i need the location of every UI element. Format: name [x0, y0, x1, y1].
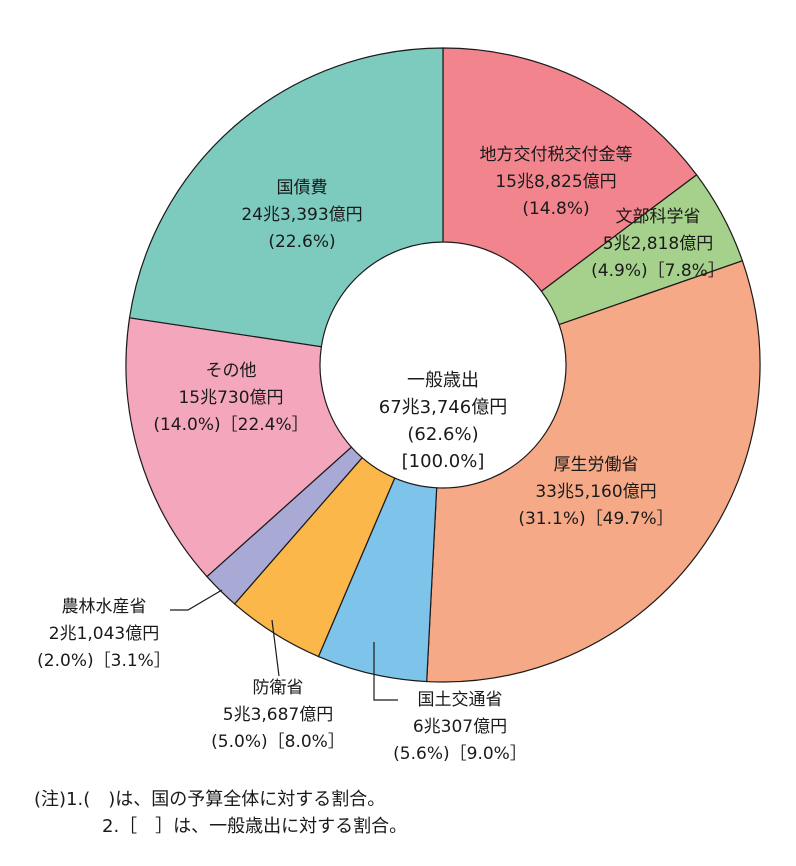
slice-label-0-line-1: 15兆8,825億円 [495, 172, 616, 192]
slice-label-3-line-1: 6兆307億円 [413, 717, 507, 737]
slice-label-2-line-1: 33兆5,160億円 [535, 482, 656, 502]
center-label-line-1: 67兆3,746億円 [379, 397, 507, 418]
footnote-2: 2.［ ］は、一般歳出に対する割合。 [102, 816, 408, 837]
pie-slices [125, 47, 761, 683]
slice-labels: 地方交付税交付金等 15兆8,825億円 (14.8%) 文部科学省 5兆2,818億円… [37, 145, 725, 764]
slice-label-5-line-1: 2兆1,043億円 [49, 624, 159, 644]
footnotes: (注)1.( )は、国の予算全体に対する割合。 2.［ ］は、一般歳出に対する割… [34, 786, 407, 840]
leader-lines [170, 589, 398, 701]
slice-label-7-line-0: 国債費 [277, 178, 328, 198]
donut-chart: 地方交付税交付金等 15兆8,825億円 (14.8%) 文部科学省 5兆2,818億円… [37, 47, 761, 764]
center-label: 一般歳出 67兆3,746億円 (62.6%) [100.0%] [379, 370, 507, 472]
slice-label-5-line-2: (2.0%)［3.1%］ [37, 651, 171, 671]
slice-0 [442, 47, 698, 293]
leader-line-5 [170, 589, 223, 611]
slice-label-2-line-2: (31.1%)［49.7%］ [518, 509, 673, 529]
slice-label-2-line-0: 厚生労働省 [554, 455, 639, 475]
leader-line-3 [373, 642, 398, 701]
slice-label-3-line-0: 国土交通省 [418, 690, 503, 710]
slice-label-4-line-2: (5.0%)［8.0%］ [211, 732, 345, 752]
slice-label-6-line-2: (14.0%)［22.4%］ [153, 415, 308, 435]
slice-label-1-line-2: (4.9%)［7.8%］ [591, 261, 725, 281]
slice-7 [128, 47, 444, 348]
center-label-line-0: 一般歳出 [407, 370, 479, 391]
slice-label-5-line-0: 農林水産省 [62, 597, 147, 617]
slice-label-3-line-2: (5.6%)［9.0%］ [393, 744, 527, 764]
footnote-1: (注)1.( )は、国の予算全体に対する割合。 [34, 789, 386, 810]
slice-label-4-line-0: 防衛省 [253, 678, 304, 698]
slice-label-0-line-0: 地方交付税交付金等 [480, 145, 633, 165]
leader-line-4 [271, 619, 280, 677]
slice-label-7-line-2: (22.6%) [268, 232, 335, 252]
slice-label-0-line-2: (14.8%) [522, 199, 589, 219]
slice-label-6-line-1: 15兆730億円 [178, 388, 283, 408]
slice-6 [125, 317, 353, 578]
center-label-line-2: (62.6%) [407, 424, 478, 445]
slice-label-1-line-0: 文部科学省 [616, 207, 701, 227]
slice-label-7-line-1: 24兆3,393億円 [241, 205, 362, 225]
center-label-line-3: [100.0%] [402, 451, 485, 472]
slice-label-6-line-0: その他 [206, 361, 257, 381]
slice-2 [426, 260, 761, 683]
slice-label-4-line-1: 5兆3,687億円 [223, 705, 333, 725]
slice-label-1-line-1: 5兆2,818億円 [603, 234, 713, 254]
